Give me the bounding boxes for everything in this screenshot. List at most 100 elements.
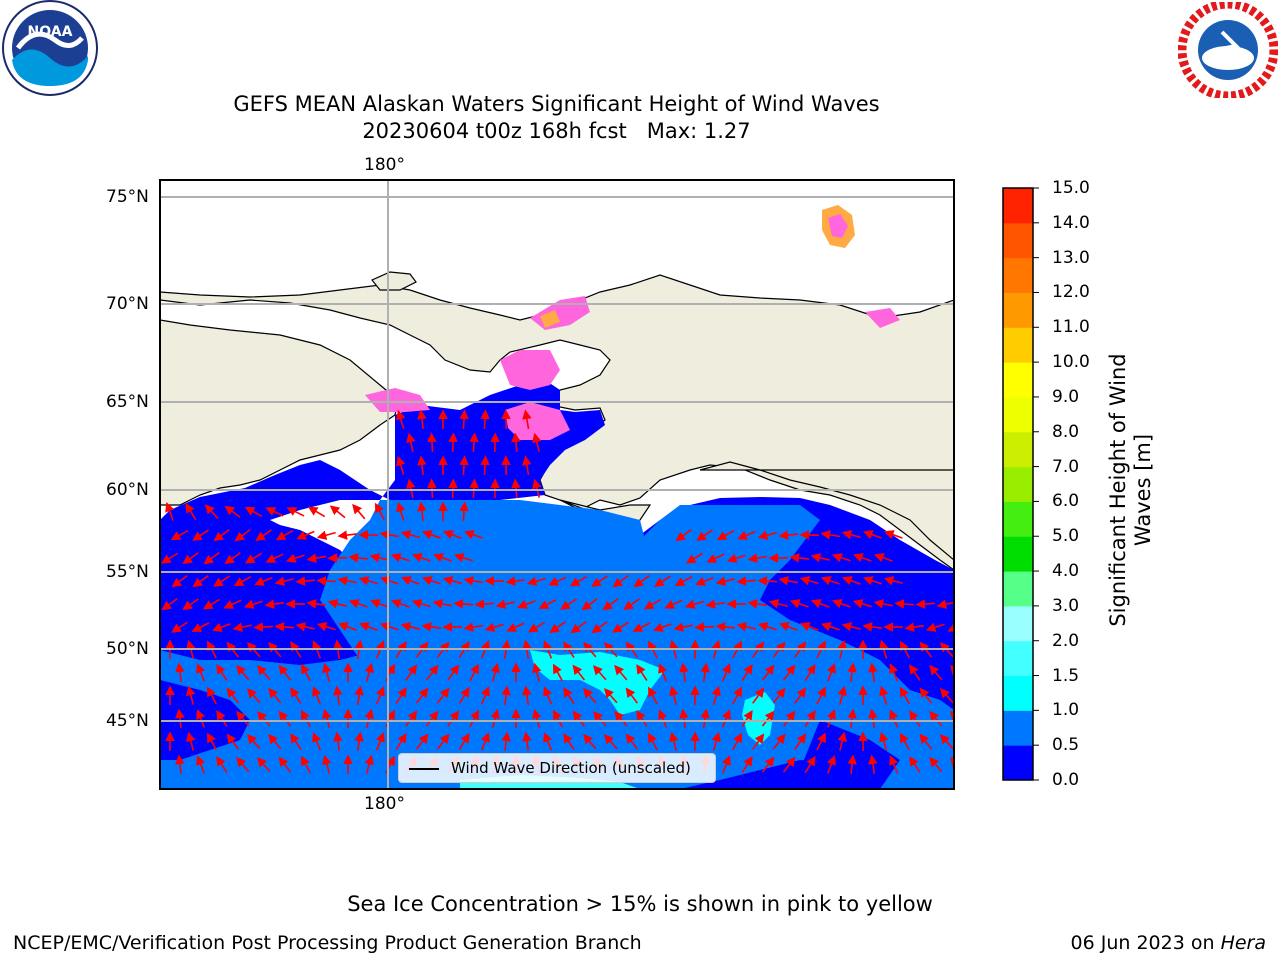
wind-wave-arrow [354, 731, 364, 752]
wind-wave-arrow [160, 552, 179, 564]
wind-wave-arrow [415, 687, 429, 704]
colorbar-swatch [1003, 362, 1033, 398]
colorbar-swatch [1003, 675, 1033, 711]
wind-wave-arrow [182, 552, 199, 565]
wind-wave-arrow [463, 576, 484, 586]
wind-wave-arrow [673, 622, 693, 632]
wind-wave-arrow [192, 575, 209, 588]
colorbar-tick-label: 14.0 [1052, 212, 1090, 233]
wind-wave-arrow [778, 530, 799, 540]
wind-wave-arrow [207, 732, 217, 751]
wind-wave-arrow [603, 734, 618, 750]
wind-wave-arrow [841, 530, 861, 540]
lat-label-70: 70°N [106, 294, 149, 314]
wind-wave-arrow [401, 576, 420, 586]
wind-wave-arrow [782, 664, 796, 681]
wind-wave-arrow [274, 622, 295, 632]
wind-wave-arrow [936, 599, 954, 609]
colorbar-tick-label: 7.0 [1052, 456, 1080, 477]
wind-wave-arrow [700, 708, 710, 729]
wind-wave-arrow [868, 708, 878, 729]
wind-wave-arrow [883, 576, 903, 586]
graticule [160, 180, 954, 789]
wind-wave-arrow [253, 622, 274, 632]
wind-wave-arrow [721, 709, 731, 728]
wind-wave-arrow [711, 731, 721, 751]
wind-wave-arrow [364, 662, 374, 682]
wind-wave-arrow [480, 732, 490, 751]
wind-wave-arrow [560, 598, 577, 610]
wind-wave-arrow [165, 502, 175, 521]
wind-wave-arrow [581, 598, 598, 611]
wind-wave-arrow [425, 664, 439, 681]
wind-wave-arrow [246, 688, 261, 704]
wind-wave-arrow [794, 733, 807, 750]
wind-wave-arrow [904, 622, 925, 632]
wind-wave-arrow [592, 665, 607, 681]
wind-wave-arrow [364, 754, 374, 774]
wind-wave-arrow [669, 731, 679, 751]
wind-wave-arrow [256, 665, 271, 681]
wind-wave-arrow [171, 574, 188, 588]
wind-wave-arrow [306, 553, 327, 563]
wind-wave-arrow [747, 599, 768, 609]
wind-wave-arrow [894, 599, 915, 609]
ocean-cyan-patch-1 [530, 650, 665, 715]
wind-wave-arrow [161, 597, 178, 611]
wind-wave-arrow [915, 599, 936, 609]
wind-wave-arrow [569, 575, 588, 587]
wind-wave-arrow [236, 710, 250, 727]
colorbar-frame [1002, 187, 1034, 781]
colorbar-tick-label: 0.5 [1052, 735, 1080, 756]
wind-wave-arrow [810, 553, 830, 563]
wind-wave-arrow [501, 731, 511, 752]
wind-wave-arrow [811, 599, 830, 609]
wind-wave-arrow [929, 756, 943, 773]
wind-wave-arrow [669, 685, 679, 705]
footer-timestamp: 06 Jun 2023 on Hera [1071, 932, 1266, 954]
wind-wave-arrow [396, 455, 406, 475]
noaa-logo-text: NOAA [28, 24, 73, 40]
legend-line-sample [409, 768, 439, 770]
wind-wave-arrow [820, 622, 840, 632]
wind-wave-arrow [254, 576, 273, 586]
wind-wave-arrow [406, 432, 416, 452]
wind-wave-arrow [375, 732, 385, 751]
wind-wave-arrow [216, 756, 228, 773]
wind-wave-arrow [929, 664, 943, 681]
wind-wave-arrow [301, 755, 311, 774]
wind-wave-arrow [789, 553, 810, 563]
wind-wave-arrow [517, 599, 536, 609]
wind-wave-arrow [286, 507, 305, 517]
wind-wave-arrow [307, 506, 326, 518]
wind-wave-arrow [711, 685, 721, 705]
wind-wave-arrow [862, 622, 883, 632]
wind-wave-arrow [329, 505, 346, 519]
wind-wave-arrow [847, 662, 857, 683]
colorbar-swatch [1003, 466, 1033, 502]
wind-wave-arrow [636, 710, 648, 727]
footer-credit: NCEP/EMC/Verification Post Processing Pr… [13, 932, 642, 954]
wind-wave-arrow [443, 530, 462, 540]
wind-wave-arrow [285, 553, 305, 563]
wind-wave-arrow [852, 599, 872, 609]
wind-wave-arrow [757, 622, 777, 632]
wind-wave-arrow [458, 686, 470, 705]
wind-wave-arrow [909, 664, 921, 681]
colorbar-tick-label: 4.0 [1052, 561, 1080, 582]
footer-date: 06 Jun 2023 on [1070, 932, 1221, 954]
wind-wave-arrow [761, 710, 775, 727]
wind-wave-arrow [674, 576, 693, 587]
wind-wave-arrow [741, 664, 753, 682]
wind-wave-arrow [480, 686, 490, 705]
colorbar-tick-label: 10.0 [1052, 352, 1090, 373]
wind-wave-arrow [354, 685, 364, 706]
wind-wave-arrow [633, 575, 650, 588]
colorbar-tick-label: 5.0 [1052, 526, 1080, 547]
wind-wave-arrow [312, 732, 322, 751]
wind-wave-arrow [207, 686, 217, 705]
wind-wave-arrow [278, 756, 292, 773]
wind-wave-arrow [236, 756, 250, 773]
lat-label-50: 50°N [106, 639, 149, 659]
